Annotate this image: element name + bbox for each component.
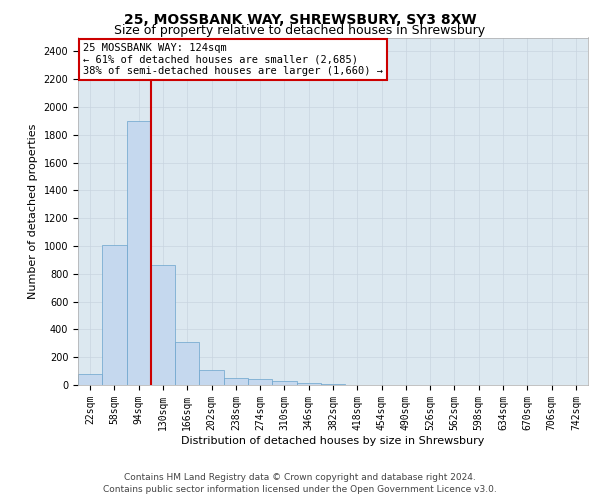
Bar <box>78 374 102 385</box>
Text: 25, MOSSBANK WAY, SHREWSBURY, SY3 8XW: 25, MOSSBANK WAY, SHREWSBURY, SY3 8XW <box>124 12 476 26</box>
Bar <box>175 342 199 385</box>
X-axis label: Distribution of detached houses by size in Shrewsbury: Distribution of detached houses by size … <box>181 436 485 446</box>
Bar <box>272 381 296 385</box>
Text: 25 MOSSBANK WAY: 124sqm
← 61% of detached houses are smaller (2,685)
38% of semi: 25 MOSSBANK WAY: 124sqm ← 61% of detache… <box>83 42 383 76</box>
Bar <box>321 384 345 385</box>
Text: Contains HM Land Registry data © Crown copyright and database right 2024.
Contai: Contains HM Land Registry data © Crown c… <box>103 472 497 494</box>
Bar <box>224 378 248 385</box>
Y-axis label: Number of detached properties: Number of detached properties <box>28 124 38 299</box>
Bar <box>199 370 224 385</box>
Bar <box>102 244 127 385</box>
Bar <box>296 383 321 385</box>
Text: Size of property relative to detached houses in Shrewsbury: Size of property relative to detached ho… <box>115 24 485 37</box>
Bar <box>127 121 151 385</box>
Bar <box>248 378 272 385</box>
Bar <box>151 266 175 385</box>
